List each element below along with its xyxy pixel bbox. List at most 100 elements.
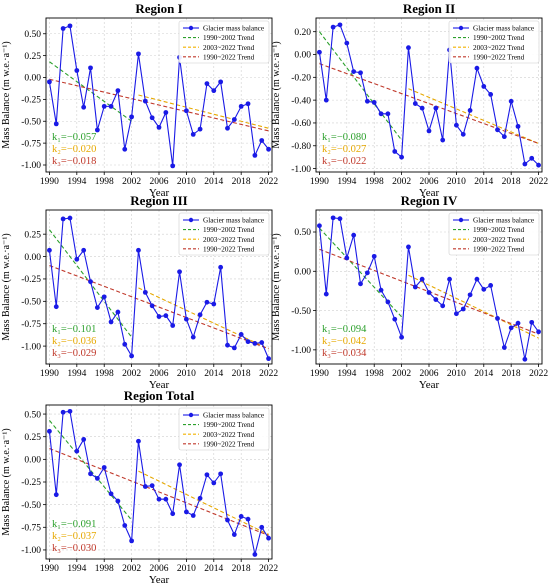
y-tick-label: 0.25 [24, 52, 41, 62]
data-point [170, 323, 176, 328]
data-point [426, 290, 432, 295]
data-point [392, 316, 398, 322]
data-point [122, 146, 128, 152]
trend-line-3 [49, 447, 269, 536]
data-point [501, 134, 507, 140]
data-point [238, 514, 244, 519]
chart-panel-2: Region II 1990 1994 1998 2002 2006 2010 2014 201… [271, 1, 548, 199]
data-point [94, 475, 100, 481]
legend-label: 1990~2002 Trend [203, 34, 255, 42]
x-tick-label: 2006 [150, 369, 169, 379]
slope-label-3: k₃=−0.034 [322, 348, 367, 359]
data-point [323, 97, 329, 103]
y-tick-label: 0.00 [24, 253, 41, 263]
y-tick-label: -0.50 [21, 117, 41, 127]
data-point [399, 334, 405, 340]
chart-panel-5: Region Total 1990 1994 1998 2002 2006 2010 2014… [1, 388, 278, 586]
x-tick-label: 2002 [392, 369, 411, 379]
y-tick-label: 0.00 [24, 74, 41, 84]
data-point [433, 297, 439, 302]
y-tick-label: 0.00 [294, 267, 311, 277]
data-point [337, 216, 343, 222]
data-point [522, 356, 528, 362]
x-axis-label: Year [149, 187, 170, 199]
data-point [371, 100, 377, 105]
trend-line-2 [408, 88, 539, 144]
data-point [488, 92, 494, 97]
x-tick-label: 1998 [365, 369, 384, 379]
legend-label: 1990~2002 Trend [473, 226, 525, 234]
data-point [406, 45, 411, 51]
data-point [170, 163, 176, 169]
x-tick-label: 2022 [529, 369, 548, 379]
x-tick-label: 2010 [177, 177, 196, 187]
y-tick-label: 0.50 [24, 410, 41, 420]
y-tick-label: 0.00 [294, 51, 311, 61]
data-point [60, 409, 66, 415]
y-tick-label: -0.50 [21, 501, 41, 511]
x-tick-label: 2002 [122, 369, 141, 379]
slope-label-3: k₃=−0.029 [52, 348, 96, 359]
data-point [474, 65, 480, 71]
data-point [74, 448, 80, 454]
x-tick-label: 1994 [337, 369, 356, 379]
slope-label-1: k₁=−0.057 [52, 132, 96, 143]
y-axis-label: Mass Balance (m w.e.·a⁻¹) [271, 233, 282, 340]
data-point [495, 127, 500, 133]
data-point [156, 124, 162, 130]
data-point [371, 253, 377, 259]
data-point [204, 472, 210, 478]
data-point [218, 471, 224, 477]
data-point [225, 517, 230, 523]
data-point [67, 215, 73, 221]
data-point [190, 513, 196, 518]
x-axis-label: Year [149, 574, 170, 586]
data-point [163, 313, 169, 319]
y-tick-label: -0.25 [21, 275, 41, 285]
trend-line-1 [318, 31, 403, 141]
y-tick-label: -0.75 [21, 523, 41, 533]
data-point [515, 320, 521, 326]
x-axis-label: Year [419, 187, 440, 199]
y-tick-label: -0.20 [291, 74, 311, 84]
data-point [385, 111, 391, 117]
data-point [358, 70, 363, 76]
y-tick-label: 0.25 [24, 433, 41, 443]
data-point [183, 108, 189, 114]
chart-panel-4: Region IV 1990 1994 1998 2002 2006 2010 2014 201… [271, 193, 548, 391]
x-tick-label: 1998 [365, 177, 384, 187]
x-tick-label: 2014 [474, 369, 493, 379]
legend-box [178, 20, 270, 64]
data-point [266, 535, 271, 541]
legend-label: 1990~2022 Trend [203, 53, 255, 61]
data-point [67, 408, 73, 414]
data-point [447, 276, 452, 282]
data-point [460, 131, 466, 137]
slope-label-1: k₁=−0.094 [322, 324, 367, 335]
y-tick-label: -0.25 [21, 478, 41, 488]
y-tick-label: -0.60 [291, 119, 311, 129]
data-point [536, 329, 541, 335]
data-point [245, 339, 251, 345]
data-point [129, 114, 135, 120]
x-tick-label: 2006 [420, 369, 439, 379]
x-tick-label: 1998 [95, 369, 114, 379]
legend-label: 1990~2022 Trend [473, 245, 525, 253]
x-tick-label: 1998 [95, 177, 114, 187]
y-tick-label: -1.00 [21, 161, 41, 171]
data-point [136, 247, 141, 253]
x-tick-label: 2010 [177, 564, 196, 574]
data-point [467, 108, 473, 113]
data-point [433, 105, 439, 111]
data-point [266, 146, 271, 152]
trend-line-2 [138, 470, 269, 536]
data-point [536, 162, 541, 168]
data-point [508, 98, 514, 104]
data-point [204, 81, 210, 87]
legend-label: Glacier mass balance [473, 25, 534, 33]
data-point [344, 255, 350, 261]
data-point [129, 353, 135, 359]
data-point [81, 437, 87, 442]
y-tick-label: -0.50 [21, 298, 41, 308]
y-axis-label: Mass Balance (m w.e.·a⁻¹) [1, 41, 12, 148]
